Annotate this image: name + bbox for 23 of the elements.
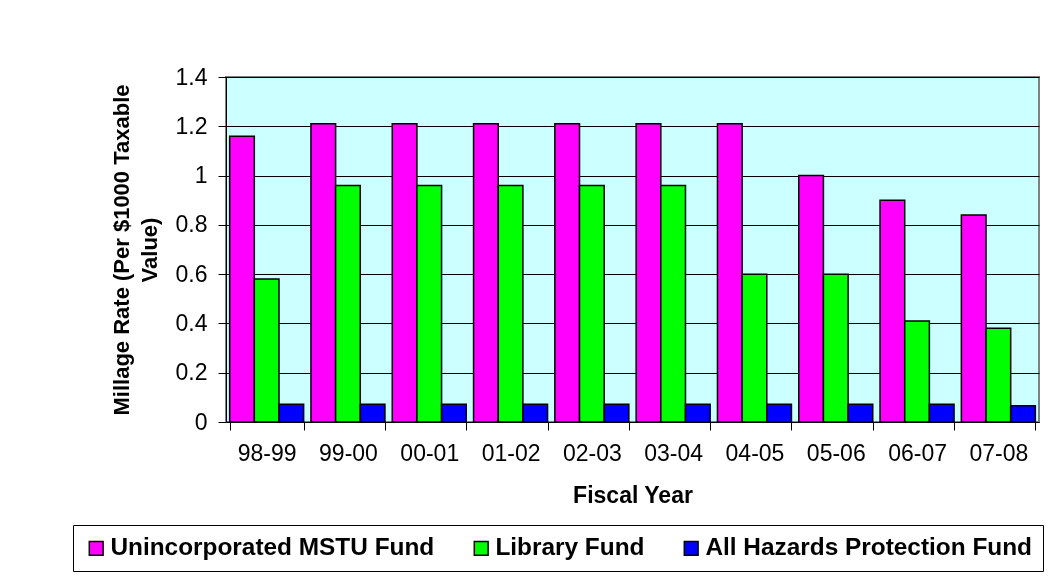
x-tick-label: 98-99 — [237, 439, 297, 466]
y-tick-label: 0.6 — [175, 260, 208, 287]
x-tick-label: 04-05 — [725, 439, 785, 466]
y-tick-label: 1.4 — [175, 63, 208, 90]
x-tick-label: 07-08 — [969, 439, 1029, 466]
y-tick-label: 0 — [194, 408, 208, 435]
x-tick-label: 03-04 — [644, 439, 704, 466]
legend-label: All Hazards Protection Fund — [705, 533, 1033, 561]
legend-label: Unincorporated MSTU Fund — [110, 533, 435, 561]
x-tick-label: 00-01 — [400, 439, 460, 466]
y-tick-label: 0.8 — [175, 211, 208, 238]
legend-label: Library Fund — [495, 533, 645, 561]
y-tick-label: 0.2 — [175, 359, 208, 386]
y-tick-label: 1 — [194, 162, 208, 189]
y-tick-label: 1.2 — [175, 112, 208, 139]
y-axis-title: Millage Rate (Per $1000 Taxable Value) — [108, 84, 162, 416]
x-tick-label: 02-03 — [562, 439, 622, 466]
x-axis-title: Fiscal Year — [573, 481, 693, 508]
x-tick-label: 99-00 — [319, 439, 378, 466]
y-tick-label: 0.4 — [175, 309, 208, 336]
x-tick-label: 06-07 — [888, 439, 947, 466]
x-tick-label: 05-06 — [806, 439, 866, 466]
x-tick-label: 01-02 — [481, 439, 541, 466]
